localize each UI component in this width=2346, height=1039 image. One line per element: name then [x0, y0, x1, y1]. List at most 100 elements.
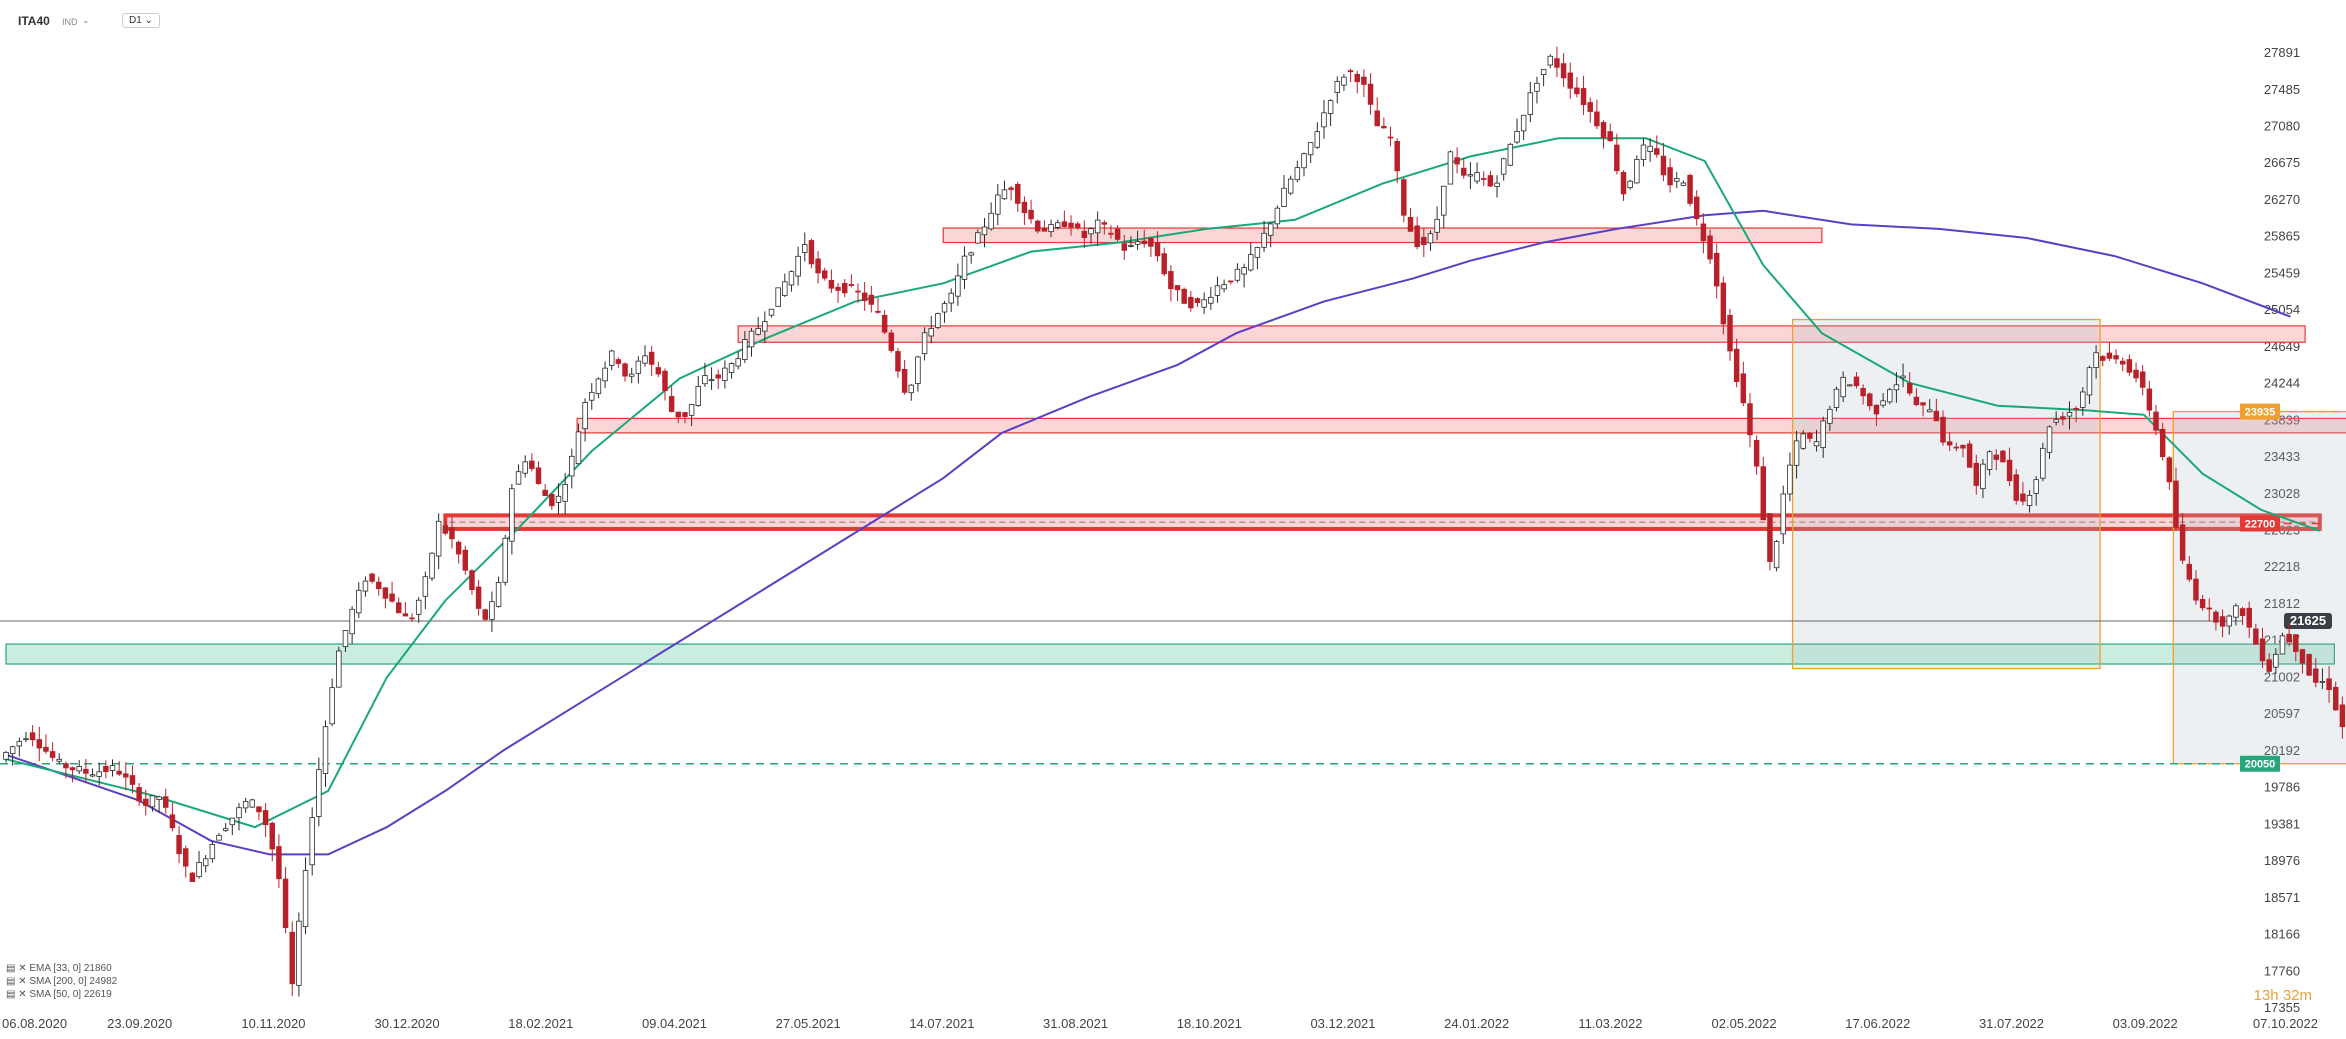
candle-body — [755, 328, 761, 335]
candle-body — [955, 275, 961, 297]
x-tick-label: 03.12.2021 — [1310, 1016, 1375, 1031]
candle-body — [3, 752, 9, 760]
candle-body — [835, 286, 841, 291]
legend-ema[interactable]: ▤ ✕ EMA [33, 0] 21860 — [6, 963, 112, 974]
candle-body — [1980, 463, 1986, 490]
candle-body — [1441, 185, 1447, 216]
candle-body — [1148, 238, 1154, 247]
candle-body — [169, 814, 176, 829]
candle-body — [2239, 608, 2246, 617]
candle-body — [1041, 227, 1048, 232]
candle-body — [628, 373, 635, 377]
candle-body — [848, 284, 855, 286]
candle-body — [768, 308, 775, 316]
candle-body — [189, 872, 196, 883]
candle-body — [83, 768, 89, 774]
candle-body — [1567, 72, 1573, 89]
symbol-dropdown-icon[interactable]: ⌄ — [82, 15, 90, 25]
candle-body — [109, 765, 116, 771]
candle-body — [469, 570, 475, 590]
x-tick-label: 17.06.2022 — [1845, 1016, 1910, 1031]
candle-body — [1906, 382, 1913, 394]
candle-body — [575, 431, 582, 465]
legend-sma50[interactable]: ▤ ✕ SMA [50, 0] 22619 — [6, 989, 112, 1000]
x-tick-label: 03.09.2022 — [2113, 1016, 2178, 1031]
candle-body — [1620, 171, 1627, 195]
candle-body — [1747, 403, 1753, 436]
candle-body — [928, 328, 934, 337]
candle-body — [1347, 70, 1354, 73]
candle-body — [1254, 246, 1261, 258]
candle-body — [1574, 87, 1580, 95]
candle-body — [382, 587, 389, 599]
candle-body — [1660, 155, 1667, 176]
candle-body — [1267, 223, 1274, 236]
y-tick-label: 20597 — [2264, 706, 2300, 721]
indicator-menu-icon[interactable]: ▤ ✕ — [6, 963, 30, 974]
candle-body — [1693, 196, 1700, 220]
candle-body — [1767, 513, 1773, 562]
candle-body — [1221, 284, 1227, 290]
candle-body — [1188, 296, 1194, 309]
candle-body — [103, 765, 109, 773]
candle-body — [1454, 157, 1460, 165]
timeframe-selector[interactable]: D1 ⌄ — [122, 13, 160, 28]
candle-body — [868, 294, 875, 305]
candle-body — [589, 391, 595, 401]
candle-body — [1074, 223, 1081, 228]
candle-body — [2013, 474, 2019, 501]
legend-sma200[interactable]: ▤ ✕ SMA [200, 0] 24982 — [6, 976, 117, 987]
candle-body — [2193, 578, 2199, 601]
candle-body — [1647, 145, 1653, 152]
y-tick-label: 27080 — [2264, 119, 2300, 134]
candle-body — [522, 461, 528, 474]
candle-body — [748, 330, 755, 348]
y-tick-label: 23433 — [2264, 449, 2300, 464]
candle-body — [735, 358, 741, 367]
candle-body — [1414, 225, 1420, 248]
candle-body — [76, 766, 82, 772]
candle-body — [2186, 563, 2193, 580]
candle-body — [535, 467, 542, 484]
candle-body — [921, 332, 928, 355]
candle-body — [1560, 63, 1567, 79]
candle-body — [2066, 412, 2073, 417]
candle-body — [1261, 232, 1267, 248]
price-tag-label: 23935 — [2245, 407, 2276, 419]
y-tick-label: 20192 — [2264, 743, 2300, 758]
y-tick-label: 17355 — [2264, 1000, 2300, 1015]
candle-body — [1114, 228, 1121, 240]
candle-body — [229, 817, 236, 826]
candle-body — [415, 599, 422, 615]
candle-body — [222, 828, 229, 831]
y-tick-label: 27485 — [2264, 82, 2300, 97]
candle-body — [861, 292, 868, 302]
candle-body — [1401, 179, 1407, 216]
candle-body — [888, 332, 895, 351]
y-tick-label: 18976 — [2264, 853, 2300, 868]
candle-body — [1940, 416, 1946, 443]
indicator-menu-icon[interactable]: ▤ ✕ — [6, 989, 30, 1000]
candle-body — [1587, 102, 1593, 112]
indicator-menu-icon[interactable]: ▤ ✕ — [6, 976, 30, 987]
candle-body — [529, 460, 535, 469]
candle-body — [2080, 391, 2086, 408]
candle-body — [1500, 158, 1507, 175]
y-tick-label: 27891 — [2264, 45, 2300, 60]
candle-body — [369, 573, 375, 582]
candle-body — [1474, 172, 1480, 182]
candle-body — [362, 580, 369, 592]
candle-body — [1461, 167, 1467, 176]
candle-body — [542, 489, 548, 497]
candle-body — [2179, 524, 2186, 561]
candle-body — [1307, 142, 1314, 156]
candle-body — [435, 520, 442, 557]
candle-body — [941, 303, 948, 313]
candle-body — [1354, 73, 1360, 83]
candle-body — [881, 314, 888, 333]
candle-body — [1314, 131, 1321, 148]
candle-body — [2119, 360, 2126, 365]
candle-body — [1680, 182, 1687, 186]
candle-body — [1008, 187, 1014, 190]
